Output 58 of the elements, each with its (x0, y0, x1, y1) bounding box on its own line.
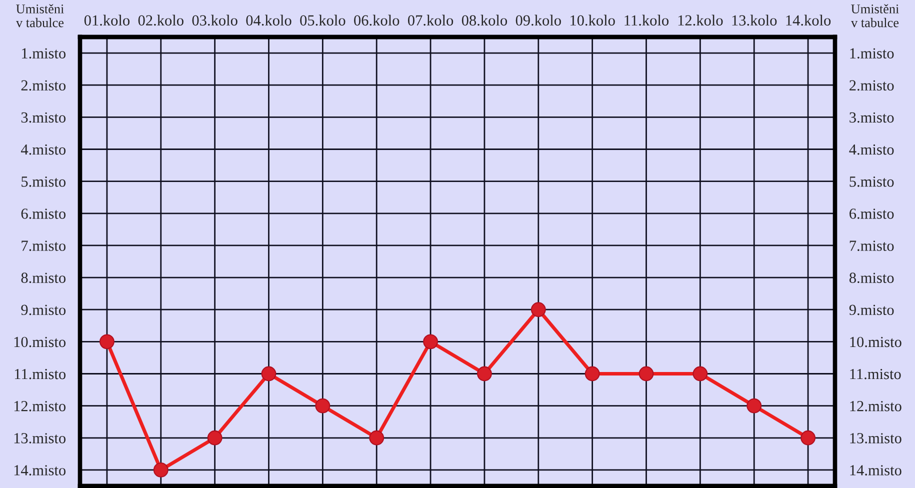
y2-axis-title: Umistěni v tabulce (851, 4, 899, 28)
y2-tick-label: 10.misto (850, 336, 902, 348)
x-tick-label: 10.kolo (570, 14, 615, 26)
y2-tick-label: 6.misto (850, 208, 894, 219)
x-tick-label: 03.kolo (192, 14, 238, 26)
x-tick-label: 12.kolo (678, 14, 723, 26)
point (584, 366, 600, 382)
x-tick-label: 14.kolo (786, 14, 831, 26)
y2-tick-label: 14.misto (850, 465, 902, 476)
y-tick-label: 11.misto (14, 368, 66, 380)
y2-tick-label: 2.misto (850, 80, 894, 91)
point (692, 366, 708, 382)
x-tick-label: 02.kolo (138, 14, 184, 26)
x-tick-label: 08.kolo (462, 14, 508, 26)
x-tick-label: 01.kolo (84, 14, 130, 26)
y2-tick-label: 12.misto (850, 401, 902, 412)
point (638, 366, 654, 382)
point (207, 430, 222, 446)
y-tick-label: 13.misto (14, 433, 66, 444)
y-tick-label: 5.misto (22, 176, 66, 187)
y-tick-label: 1.misto (22, 48, 66, 59)
point (477, 366, 492, 382)
y-tick-label: 7.misto (22, 240, 66, 251)
x-tick-label: 11.kolo (624, 14, 669, 26)
point (800, 430, 816, 446)
x-tick-label: 04.kolo (246, 14, 292, 26)
y-tick-label: 3.misto (21, 112, 66, 123)
y-tick-label: 9.misto (21, 304, 66, 316)
y-tick-label: 6.misto (21, 208, 66, 219)
y2-tick-label: 7.misto (850, 240, 894, 251)
y2-tick-label: 11.misto (850, 368, 901, 380)
x-tick-label: 05.kolo (300, 14, 346, 26)
point (100, 334, 114, 350)
x-tick-label: 09.kolo (516, 14, 561, 26)
y2-tick-label: 8.misto (849, 272, 894, 284)
point (746, 398, 762, 414)
y-tick-label: 14.misto (14, 465, 66, 476)
point (153, 462, 168, 478)
y2-tick-label: 3.misto (850, 112, 894, 123)
y-tick-label: 10.misto (14, 336, 66, 348)
x-tick-label: 06.kolo (354, 14, 400, 26)
point (423, 334, 438, 350)
y-tick-label: 4.misto (20, 144, 66, 155)
point (315, 398, 330, 414)
y2-tick-label: 5.misto (850, 176, 894, 187)
point (530, 302, 546, 318)
y2-tick-label: 4.misto (849, 144, 894, 155)
x-tick-label: 13.kolo (732, 14, 777, 26)
y2-tick-label: 13.misto (850, 433, 902, 444)
y-axis-title: Umistěni v tabulce (16, 4, 64, 28)
y2-tick-label: 9.misto (849, 304, 894, 316)
point (369, 430, 384, 446)
y-tick-label: 12.misto (14, 401, 66, 412)
point (261, 366, 276, 382)
y-tick-label: 8.misto (21, 272, 66, 284)
x-tick-label: 07.kolo (408, 14, 454, 26)
y-tick-label: 2.misto (21, 80, 66, 91)
y2-tick-label: 1.misto (850, 48, 894, 59)
